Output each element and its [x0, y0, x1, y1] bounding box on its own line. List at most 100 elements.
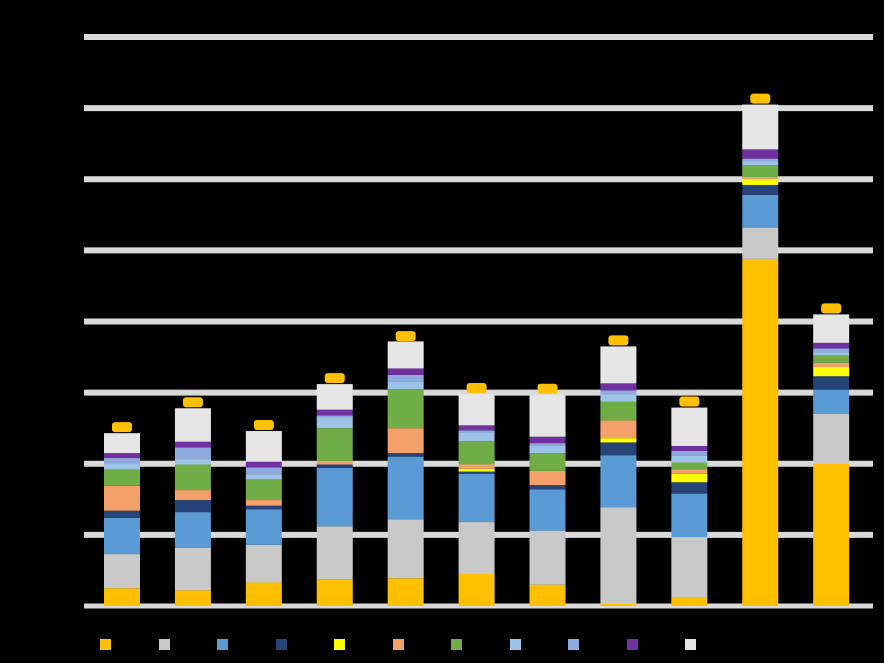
bar-segment-6	[245, 500, 282, 506]
bar-segment-4	[104, 510, 140, 518]
bar-segment-7	[387, 389, 424, 429]
bar-segment-1	[813, 463, 850, 606]
legend-swatch	[275, 638, 287, 650]
bar-segment-7	[245, 479, 282, 501]
bar-segment-3	[813, 389, 850, 414]
bar-segment-6	[671, 469, 708, 474]
bar-segment-1	[316, 579, 353, 606]
bar-segment-1	[742, 258, 779, 606]
bar-segment-4	[671, 482, 708, 494]
bar-segment-7	[671, 462, 708, 470]
bar-segment-4	[458, 471, 495, 474]
bar-segment-2	[387, 519, 424, 579]
bar-segment-7	[529, 453, 566, 471]
legend-swatch	[158, 638, 170, 650]
bar-segment-3	[104, 517, 140, 555]
bar-segment-10	[174, 441, 211, 448]
bar-segment-7	[316, 428, 353, 461]
legend-swatch	[334, 638, 345, 650]
bar-segment-1	[174, 590, 211, 606]
bar-segment-2	[174, 547, 211, 591]
legend-swatch	[509, 638, 521, 650]
legend-swatch	[217, 638, 228, 650]
bar-segment-2	[742, 227, 779, 259]
bar-segment-1	[671, 597, 708, 606]
bar-segment-3	[174, 512, 211, 548]
legend-swatch	[568, 638, 579, 650]
bar-segment-3	[600, 455, 637, 508]
bar-segment-6	[458, 464, 495, 469]
legend-item-11	[685, 636, 700, 652]
bar-segment-8	[458, 432, 495, 441]
legend-item-5	[334, 636, 349, 652]
bar-segment-1	[387, 578, 424, 606]
bar-segment-9	[742, 158, 779, 162]
legend-item-6	[392, 636, 408, 652]
bar-segment-3	[529, 489, 566, 531]
bar-segment-9	[174, 447, 211, 460]
bar-segment-6	[600, 420, 637, 439]
bar-segment-4	[316, 464, 353, 469]
bar-segment-9	[600, 390, 637, 395]
bar-segment-6	[174, 490, 211, 501]
bar-segment-10	[529, 436, 566, 444]
bar-total-label	[395, 331, 416, 342]
bar-segment-8	[600, 394, 637, 402]
bar-segment-8	[245, 474, 282, 480]
bar-segment-4	[387, 453, 424, 457]
bar-segment-7	[104, 469, 140, 486]
bar-segment-2	[813, 413, 850, 464]
legend-item-1	[100, 636, 115, 652]
bar-segment-3	[671, 493, 708, 538]
legend-item-4	[275, 636, 291, 652]
legend-item-8	[509, 636, 525, 652]
bar-segment-3	[316, 468, 353, 527]
bar-segment-10	[104, 453, 140, 459]
bar-segment-2	[458, 522, 495, 574]
bar-segment-2	[529, 530, 566, 585]
bar-segment-7	[600, 401, 637, 421]
bar-segment-3	[387, 456, 424, 520]
bar-segment-9	[387, 374, 424, 382]
bar-segment-8	[387, 381, 424, 390]
bar-segment-8	[813, 352, 850, 356]
bar-segment-11	[104, 433, 140, 454]
bar-segment-9	[316, 415, 353, 418]
bar-segment-8	[104, 463, 140, 470]
bar-segment-5	[458, 468, 495, 472]
bar-segment-6	[316, 460, 353, 465]
bar-segment-4	[174, 500, 211, 513]
bar-segment-6	[387, 428, 424, 454]
bar-segment-6	[742, 177, 779, 180]
bar-segment-2	[245, 544, 282, 583]
bar-segment-6	[813, 362, 850, 368]
bar-segment-9	[245, 467, 282, 475]
bar-segment-2	[671, 537, 708, 598]
legend-item-3	[217, 636, 232, 652]
bar-segment-8	[316, 417, 353, 429]
legend	[90, 636, 870, 654]
bar-total-label	[679, 396, 700, 407]
bar-total-label	[821, 303, 842, 314]
bar-segment-11	[671, 407, 708, 446]
legend-swatch	[451, 638, 462, 650]
bar-segment-11	[600, 346, 637, 384]
bar-segment-1	[600, 603, 637, 606]
bar-segment-11	[813, 314, 850, 343]
bar-segment-10	[387, 368, 424, 375]
total-labels	[112, 93, 842, 433]
legend-item-2	[158, 636, 174, 652]
bar-segment-7	[458, 440, 495, 465]
bar-segment-10	[671, 445, 708, 451]
bar-segment-1	[104, 588, 140, 606]
bar-segment-5	[813, 367, 850, 377]
bar-segment-7	[813, 355, 850, 363]
bar-segment-2	[104, 554, 140, 589]
legend-item-9	[568, 636, 583, 652]
bar-segment-8	[671, 455, 708, 463]
legend-swatch	[685, 638, 696, 650]
bar-total-label	[324, 373, 345, 384]
bar-segment-4	[245, 505, 282, 510]
legend-swatch	[100, 638, 111, 650]
